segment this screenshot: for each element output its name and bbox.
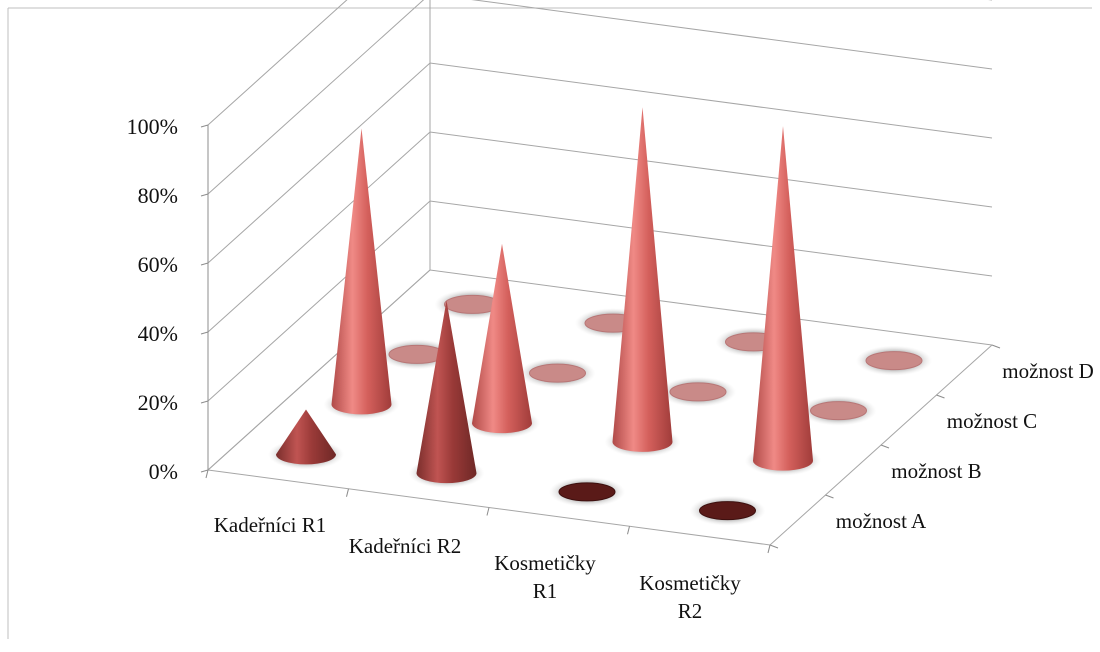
series-label: možnost B bbox=[891, 459, 981, 483]
cone bbox=[416, 300, 477, 484]
x-tick-label: Kadeřníci R1 bbox=[214, 513, 327, 537]
gridline bbox=[207, 131, 993, 333]
cone bbox=[865, 351, 923, 371]
y-tick bbox=[200, 400, 209, 404]
cone bbox=[669, 382, 727, 402]
x-tick-label: Kosmetičky R2 bbox=[639, 571, 741, 623]
cone bbox=[558, 482, 616, 502]
series-label: možnost D bbox=[1002, 359, 1094, 383]
x-tick bbox=[627, 526, 630, 535]
y-tick bbox=[200, 331, 209, 335]
series-label: možnost A bbox=[836, 509, 927, 533]
chart-border bbox=[7, 7, 1092, 639]
z-tick bbox=[825, 494, 834, 499]
y-tick-label: 0% bbox=[149, 459, 178, 484]
x-tick-label: Kosmetičky R1 bbox=[494, 551, 596, 603]
y-tick-label: 40% bbox=[138, 321, 178, 346]
cone bbox=[753, 125, 813, 471]
floor-edge bbox=[207, 269, 431, 471]
z-tick bbox=[880, 444, 890, 449]
z-tick bbox=[936, 394, 945, 399]
labels: 0% 20% 40% 60% 80% 100% Kadeřníci R1 Kadeřníci … bbox=[127, 114, 1094, 623]
y-tick-label: 100% bbox=[127, 114, 178, 139]
cone bbox=[810, 401, 867, 421]
x-tick-label: Kadeřníci R2 bbox=[349, 534, 462, 558]
cone bbox=[612, 107, 673, 452]
z-tick bbox=[769, 544, 779, 549]
y-tick-label: 60% bbox=[138, 252, 178, 277]
cone bbox=[529, 363, 586, 383]
cones bbox=[268, 107, 932, 526]
cone bbox=[472, 243, 532, 434]
series-label: možnost C bbox=[947, 409, 1037, 433]
x-tick bbox=[767, 544, 771, 554]
axes bbox=[200, 0, 1001, 554]
y-tick bbox=[200, 469, 209, 473]
cone bbox=[276, 409, 336, 465]
x-tick bbox=[486, 507, 490, 516]
y-tick-label: 20% bbox=[138, 390, 178, 415]
gridline bbox=[207, 0, 993, 195]
y-tick-label: 80% bbox=[138, 183, 178, 208]
x-tick bbox=[205, 469, 209, 479]
y-tick bbox=[200, 193, 209, 197]
y-tick bbox=[200, 124, 209, 128]
x-tick bbox=[346, 488, 349, 497]
y-tick bbox=[200, 262, 209, 266]
z-tick bbox=[991, 344, 1001, 349]
gridline bbox=[207, 62, 993, 264]
cone bbox=[699, 501, 756, 521]
gridline bbox=[207, 0, 992, 126]
cone bbox=[331, 128, 392, 415]
